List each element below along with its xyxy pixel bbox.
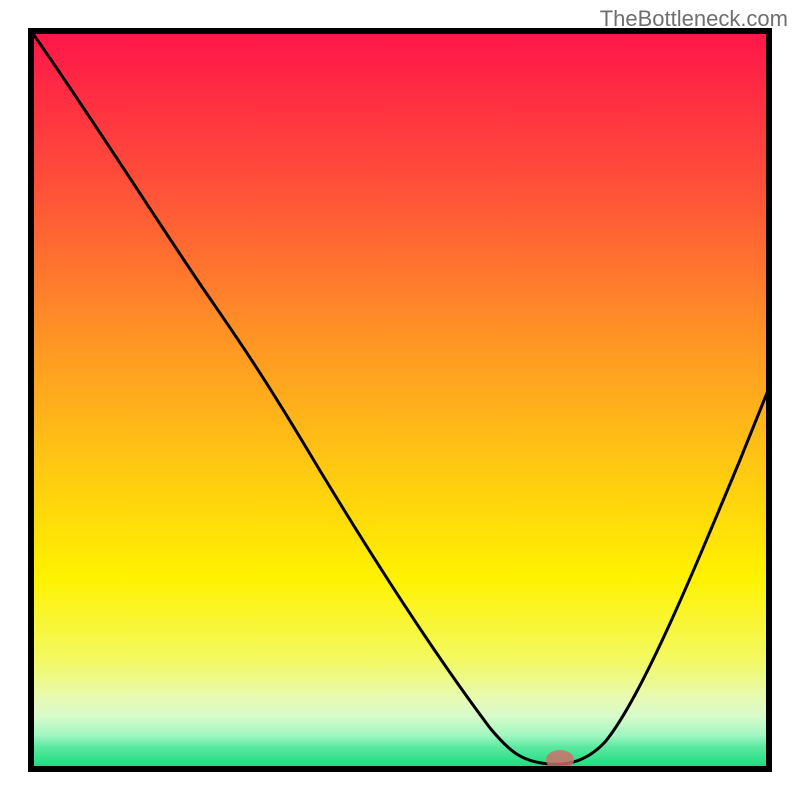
plot-background — [31, 31, 769, 769]
bottleneck-chart — [0, 0, 800, 800]
chart-container: TheBottleneck.com — [0, 0, 800, 800]
watermark-label: TheBottleneck.com — [600, 6, 788, 32]
